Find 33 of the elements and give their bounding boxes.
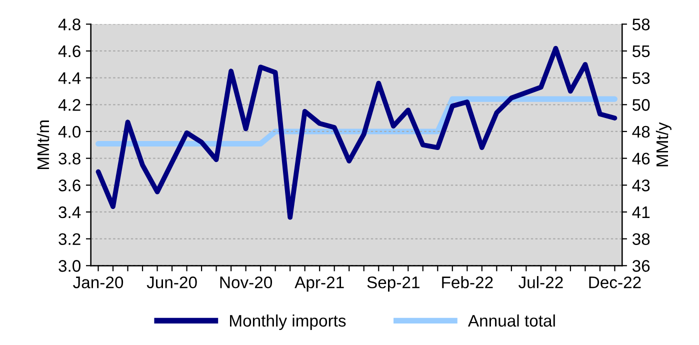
legend-label: Annual total <box>468 314 555 327</box>
x-tick-label: Apr-21 <box>294 276 344 292</box>
y-tick-label: 4.6 <box>58 45 80 58</box>
y-tick-label: 4.4 <box>58 72 81 84</box>
y-tick-label: 3.8 <box>58 152 80 165</box>
y-axis-title: MMt/m <box>36 120 50 169</box>
y-tick-label: 3.2 <box>58 233 80 246</box>
y2-axis-title: MMt/y <box>656 122 672 166</box>
y2-tick-label: 58 <box>632 18 650 30</box>
x-tick-label: Sep-21 <box>367 276 420 292</box>
y2-tick-label: 53 <box>632 72 650 84</box>
y2-tick-label: 43 <box>632 180 650 192</box>
y-tick-label: 3.4 <box>58 206 81 218</box>
y-tick-label: 4.0 <box>58 126 80 138</box>
x-tick-label: Feb-22 <box>442 276 493 288</box>
y2-tick-label: 46 <box>632 152 650 165</box>
x-tick-label: Jan-20 <box>73 276 124 288</box>
y-tick-label: 4.2 <box>58 99 80 111</box>
y-tick-label: 4.8 <box>58 18 80 30</box>
y2-tick-label: 50 <box>632 99 650 111</box>
x-tick-label: Dec-22 <box>589 276 641 288</box>
y2-tick-label: 36 <box>632 260 650 272</box>
y2-tick-label: 48 <box>632 126 650 138</box>
y-tick-label: 3.6 <box>58 180 80 192</box>
y2-tick-label: 41 <box>632 206 650 218</box>
y2-tick-label: 55 <box>632 46 650 58</box>
line-series <box>96 46 618 220</box>
y-tick-label: 3.0 <box>58 260 80 272</box>
x-tick-label: Nov-20 <box>220 276 272 288</box>
y2-tick-label: 38 <box>632 233 650 246</box>
legend-label: Monthly imports <box>230 314 346 330</box>
x-tick-label: Jun-20 <box>146 276 197 288</box>
x-tick-label: Jul-22 <box>518 276 563 288</box>
